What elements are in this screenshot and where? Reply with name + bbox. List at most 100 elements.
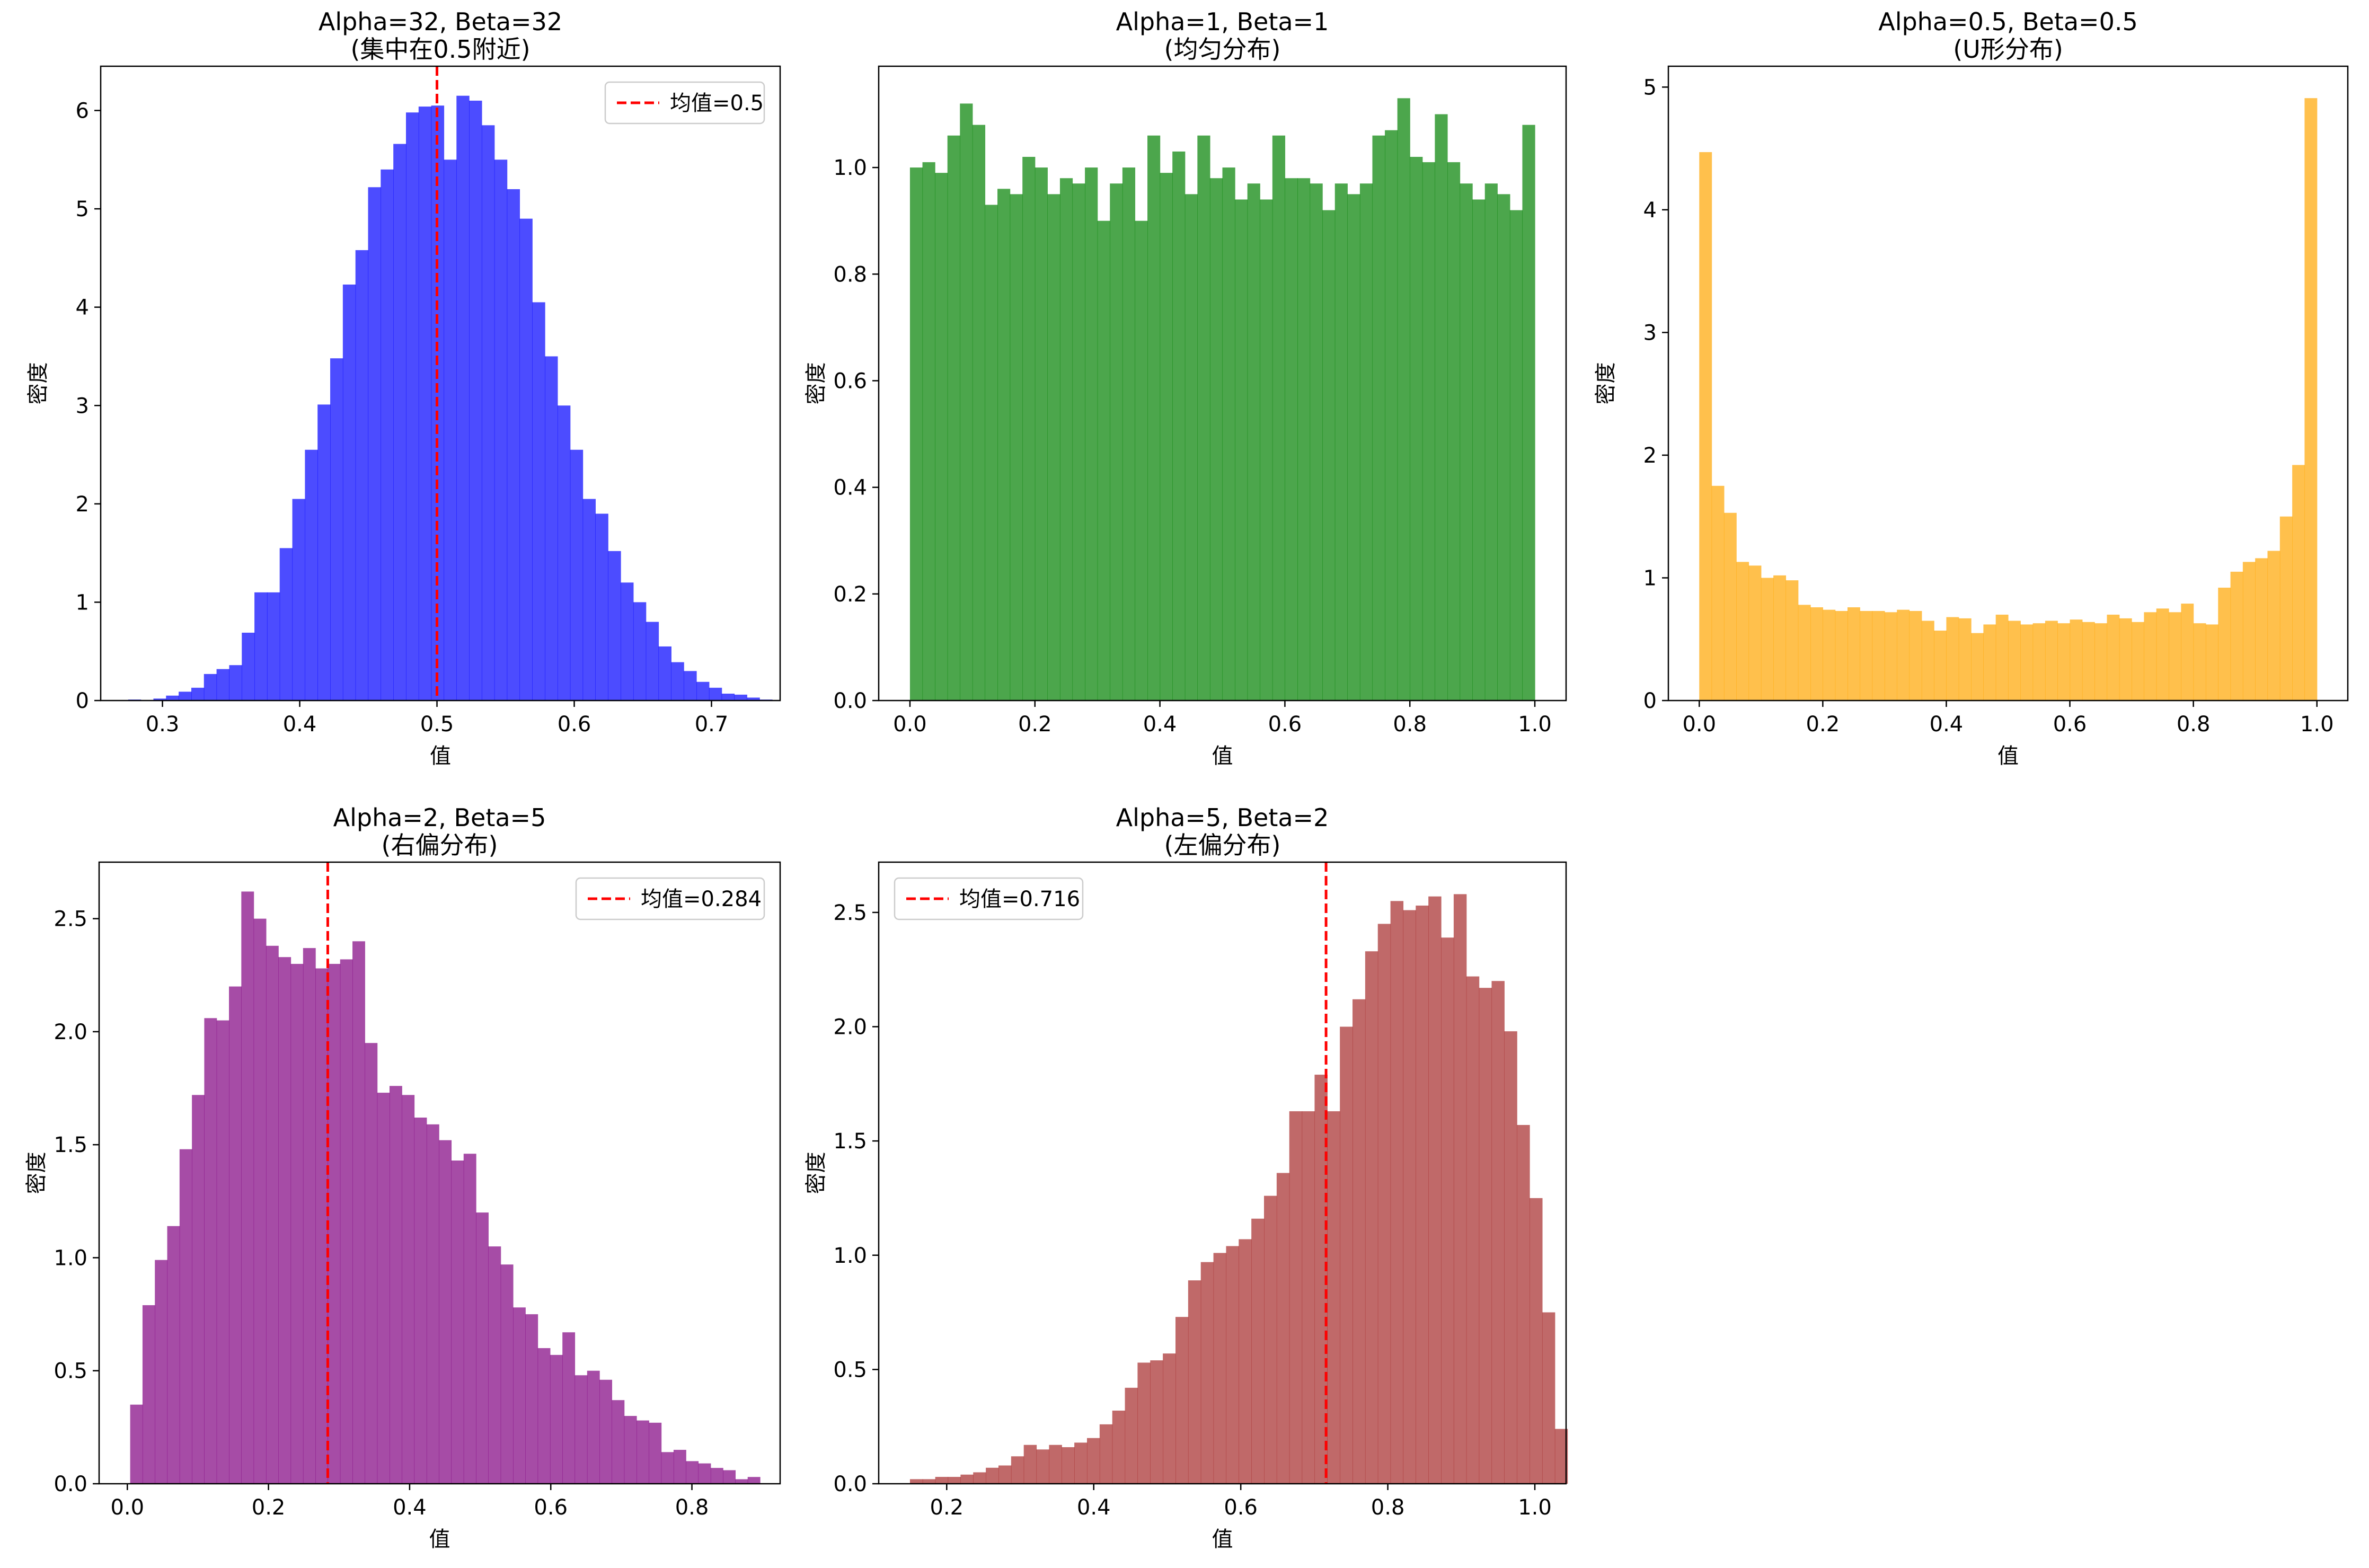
y-tick-label: 0.2 [833,582,867,607]
histogram-bar [960,103,973,701]
x-tick-label: 1.0 [2300,712,2334,737]
y-axis-label: 密度 [804,1152,828,1194]
histogram-bar [1222,167,1235,701]
subplot-2: 0.0 0.2 0.4 0.6 0.8 1.0 0.0 0.2 0.4 0.6 0.8 1.0 Alph… [804,7,1567,768]
subplot-5: 0.2 0.4 0.6 0.8 1.0 0.0 0.5 1.0 1.5 2.0 2.5 Alpha=5… [804,803,1568,1552]
histogram-bar [315,968,329,1484]
histogram-bar [405,112,419,701]
legend: 均值=0.5 [604,81,765,125]
histogram-bar [2132,622,2144,701]
x-axis-label: 值 [1212,1527,1233,1552]
histogram-bar [2218,587,2231,701]
histogram-bar [947,135,960,701]
y-tick-label: 0.8 [833,262,867,287]
histogram-bar [1226,1246,1239,1484]
y-tick-label: 0.6 [833,369,867,393]
histogram-bar [1517,1124,1530,1484]
y-tick-label: 5 [76,197,89,222]
y-tick-label: 6 [76,99,89,123]
x-tick-label: 1.0 [1518,1495,1552,1520]
histogram-bar [328,963,341,1484]
histogram-bar [1047,194,1060,701]
y-tick-label: 2.5 [833,901,867,925]
y-tick-label: 1.0 [833,1244,867,1268]
histogram-bar [633,602,647,701]
histogram-bar [1983,624,1996,701]
histogram-bar [1160,173,1173,701]
histogram-bar [1447,162,1461,701]
y-tick-label: 5 [1643,75,1657,100]
histogram-bar [519,218,533,701]
y-tick-label: 0.4 [833,476,867,500]
histogram-bar [723,1470,736,1484]
histogram-bar [658,646,671,701]
histogram-bar [229,665,242,701]
y-axis-label: 密度 [1594,362,1618,405]
x-tick-label: 0.2 [1806,712,1840,737]
histogram-bar [1377,924,1391,1484]
histogram-bar [1860,610,1873,701]
histogram-bar [229,986,242,1484]
histogram-bar [1347,194,1360,701]
histogram-bar [2279,516,2293,701]
y-tick-label: 0.5 [833,1358,867,1382]
histogram-bar [1150,1360,1163,1484]
histogram-bar [525,1314,538,1484]
y-tick-label: 0.5 [54,1359,87,1384]
histogram-bar [649,1422,662,1484]
y-axis-label: 密度 [804,362,828,405]
histogram-bar [1497,194,1510,701]
histogram-bar [488,1246,501,1484]
x-tick-label: 0.4 [1930,712,1964,737]
x-tick-label: 0.7 [695,712,729,737]
histogram-bar [192,1095,205,1484]
histogram-bar [1385,130,1398,701]
x-tick-label: 0.6 [558,712,591,737]
histogram-bar [2156,608,2169,701]
histogram-bar [1110,183,1123,701]
histogram-bar [463,1154,476,1484]
subplot-3: 0.0 0.2 0.4 0.6 0.8 1.0 0 1 2 3 4 5 Alpha=0.5, Beta=… [1594,7,2349,768]
y-tick-label: 0 [76,689,89,713]
y-tick-label: 1.5 [833,1129,867,1154]
histogram-bar [1872,610,1885,701]
histogram-bar [377,1093,390,1484]
histogram-bar [1285,178,1298,701]
y-tick-label: 1 [1643,566,1657,590]
histogram-bar [216,1020,229,1484]
x-tick-label: 0.6 [1224,1495,1258,1520]
histogram-bar [355,250,369,701]
histogram-bar [2119,618,2132,701]
histogram-bar [1239,1239,1252,1484]
histogram-bar [1276,1173,1290,1484]
histogram-bar [1147,135,1161,701]
histogram-bar [1112,1411,1126,1484]
histogram-bar [1099,1424,1113,1484]
histogram-bar [1736,562,1749,701]
legend-label: 均值=0.284 [641,887,762,911]
y-tick-label: 2 [76,492,89,517]
histogram-bar [155,1260,168,1484]
histogram-bar [671,662,684,701]
histogram-bar [960,1474,974,1484]
histogram-bar [292,499,305,701]
histogram-bar [696,681,710,701]
x-tick-label: 0.6 [534,1495,568,1520]
histogram-bar [686,1461,699,1484]
histogram-bar [1125,1387,1138,1484]
histogram-bar [1074,1442,1088,1484]
x-tick-label: 0.4 [1143,712,1177,737]
histogram-bar [661,1452,674,1484]
histogram-bar [254,592,268,701]
histogram-bar [191,687,205,701]
histogram-bar [1761,578,1774,701]
histogram-bar [2008,621,2021,701]
histogram-bar [684,671,697,701]
histogram-bar [935,1477,949,1484]
histogram-bar [1723,512,1737,701]
histogram-bar [1137,1362,1151,1484]
histogram-bar [637,1420,649,1484]
histogram-bar [1122,167,1136,701]
y-axis-label: 密度 [26,362,50,405]
histogram-bar [2107,614,2120,701]
